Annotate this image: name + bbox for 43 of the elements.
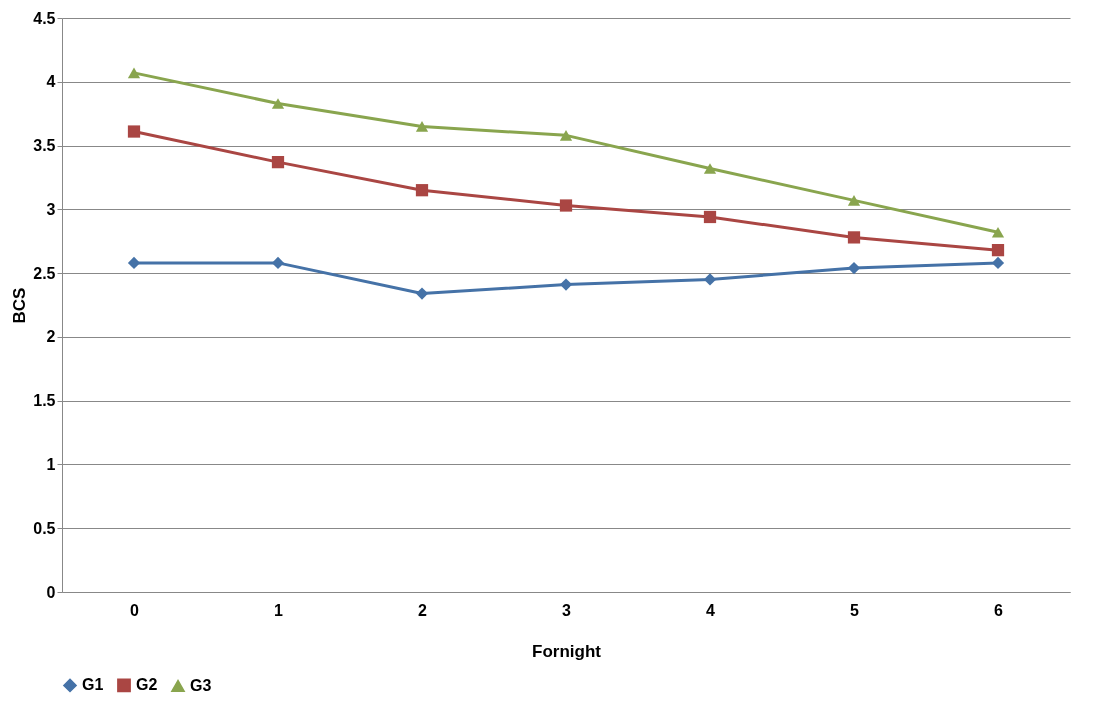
- point: [991, 244, 1005, 257]
- point: [991, 256, 1005, 270]
- x-tick-label: 2: [418, 601, 428, 619]
- point: [271, 156, 285, 169]
- legend-label: G3: [190, 676, 212, 694]
- point: [703, 163, 717, 174]
- y-tick-label: 4.5: [33, 9, 56, 27]
- point: [847, 261, 861, 275]
- x-tick-label: 1: [274, 601, 284, 619]
- point: [127, 256, 141, 270]
- y-tick-label: 0: [46, 583, 56, 601]
- y-tick-label: 0.5: [33, 519, 56, 537]
- y-tick-label: 2: [46, 328, 56, 346]
- y-tick-label: 1.5: [33, 392, 56, 410]
- point: [127, 125, 141, 138]
- point: [991, 226, 1005, 238]
- point: [559, 130, 573, 141]
- point: [847, 231, 861, 244]
- point: [415, 287, 429, 300]
- legend-label: G1: [82, 676, 104, 694]
- x-tick-label: 3: [562, 601, 572, 619]
- x-tick-label: 0: [130, 601, 140, 619]
- point: [271, 256, 285, 270]
- y-tick-label: 4: [46, 73, 56, 91]
- y-tick-label: 3: [46, 200, 56, 218]
- point: [271, 98, 285, 109]
- y-tick-label: 3.5: [33, 137, 56, 155]
- x-tick-label: 4: [706, 601, 716, 619]
- point: [847, 195, 861, 206]
- point: [559, 278, 573, 291]
- y-axis-title: BCS: [10, 287, 30, 324]
- point: [703, 210, 717, 224]
- point: [559, 199, 573, 212]
- point: [415, 184, 429, 197]
- x-tick-label: 5: [850, 601, 860, 619]
- y-tick-label: 2.5: [33, 264, 56, 282]
- legend-label: G2: [136, 676, 158, 694]
- y-tick-label: 1: [46, 455, 56, 473]
- point: [415, 121, 429, 132]
- point: [703, 273, 717, 286]
- x-tick-label: 6: [994, 601, 1004, 619]
- point: [127, 67, 141, 79]
- x-axis-title: Fornight: [532, 641, 602, 661]
